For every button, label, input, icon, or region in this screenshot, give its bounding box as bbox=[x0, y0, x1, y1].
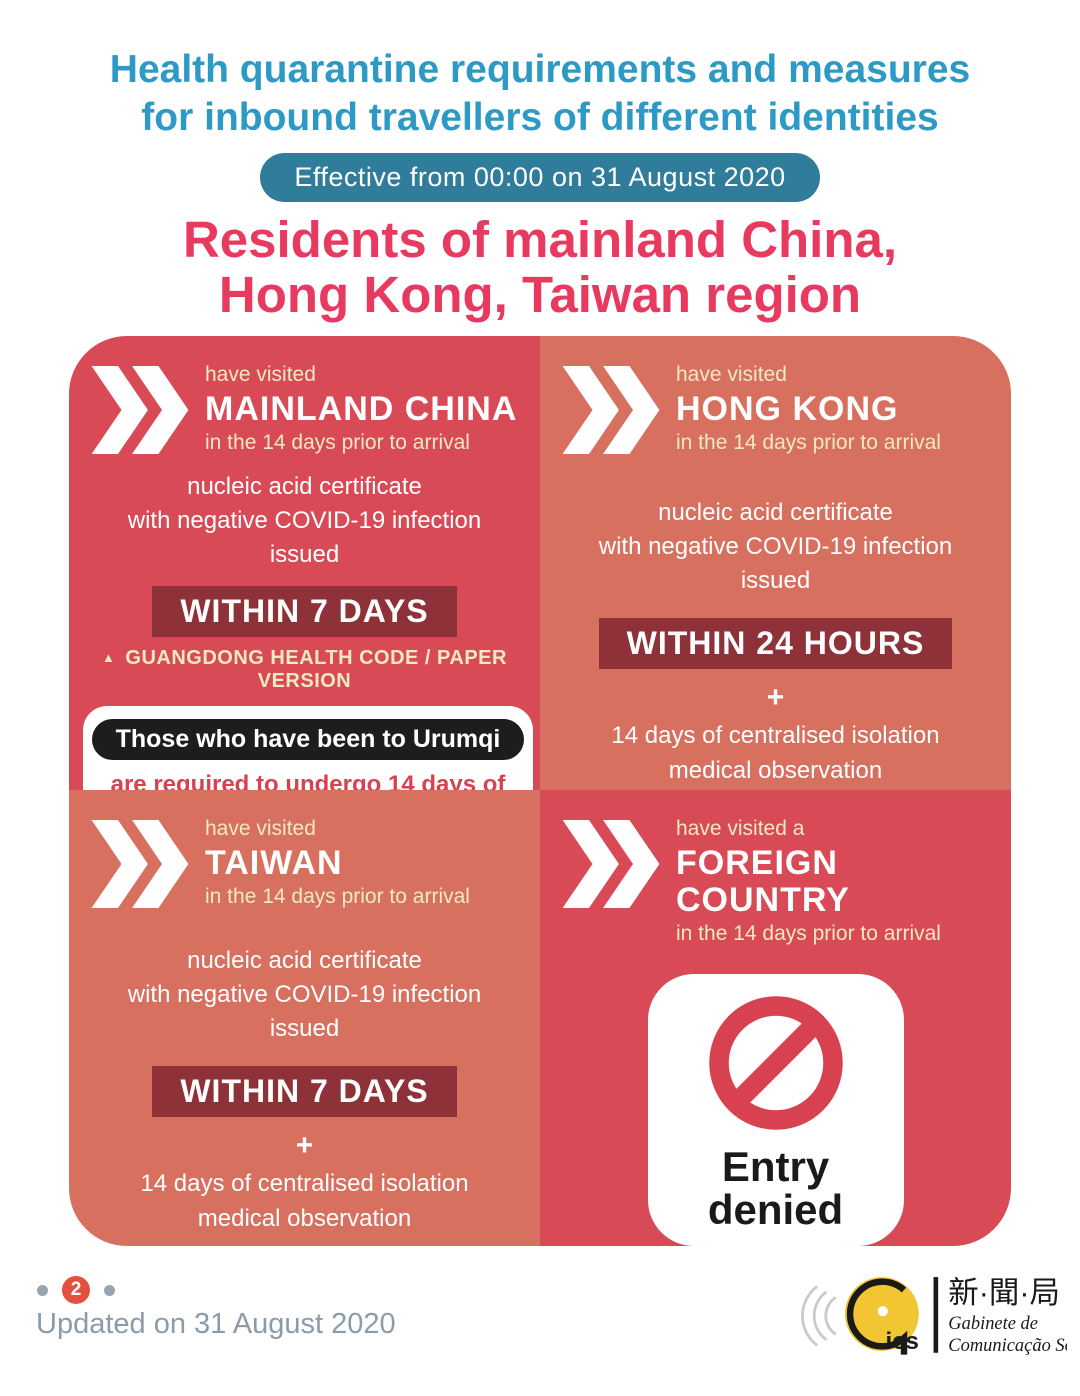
urumqi-pill: Those who have been to Urumqi bbox=[91, 719, 525, 761]
page-title: Health quarantine requirements and measu… bbox=[0, 46, 1080, 141]
place-name: TAIWAN bbox=[205, 843, 343, 882]
card-hong-kong-header: have visited HONG KONG in the 14 days pr… bbox=[554, 362, 997, 456]
audience-heading-line1: Residents of mainland China, bbox=[182, 211, 898, 269]
card-taiwan: have visited TAIWAN in the 14 days prior… bbox=[69, 790, 540, 1247]
plus-sign: + bbox=[295, 1129, 314, 1163]
visited-suffix: in the 14 days prior to arrival bbox=[205, 884, 470, 908]
page-title-line2: for inbound travellers of different iden… bbox=[141, 95, 939, 139]
page-dot bbox=[104, 1284, 115, 1296]
visited-suffix: in the 14 days prior to arrival bbox=[205, 430, 470, 454]
visited-prefix: have visited bbox=[205, 817, 316, 841]
infographic-page: Health quarantine requirements and measu… bbox=[0, 46, 1080, 1396]
within-days-badge: WITHIN 7 DAYS bbox=[152, 586, 457, 638]
plus-sign: + bbox=[766, 681, 785, 715]
isolation-text: 14 days of centralised isolation medical… bbox=[611, 722, 940, 784]
card-foreign-country-header: have visited a FOREIGN COUNTRY in the 14… bbox=[554, 816, 997, 947]
logo-portuguese-line1: Gabinete de bbox=[948, 1313, 1038, 1333]
visited-prefix: have visited bbox=[205, 363, 316, 387]
updated-date: Updated on 31 August 2020 bbox=[36, 1308, 396, 1341]
logo-g-curve bbox=[846, 1278, 908, 1355]
audience-heading-line2: Hong Kong, Taiwan region bbox=[218, 266, 862, 324]
health-code-note: ▲ GUANGDONG HEALTH CODE / PAPER VERSION bbox=[102, 647, 507, 693]
visited-prefix: have visited a bbox=[676, 817, 805, 841]
requirements-grid: have visited MAINLAND CHINA in the 14 da… bbox=[69, 336, 1011, 1247]
footer: 2 Updated on 31 August 2020 ics 新·聞·局 Ga… bbox=[0, 1262, 1080, 1368]
logo-wave-arc bbox=[812, 1291, 828, 1342]
entry-denied-box: Entry denied bbox=[647, 973, 904, 1246]
effective-date-banner: Effective from 00:00 on 31 August 2020 bbox=[260, 153, 820, 203]
double-chevron-icon bbox=[91, 366, 189, 455]
logo-portuguese-line2: Comunicação Social bbox=[948, 1335, 1067, 1355]
card-hong-kong: have visited HONG KONG in the 14 days pr… bbox=[540, 336, 1011, 791]
logo-chinese-name: 新·聞·局 bbox=[948, 1276, 1060, 1310]
card-mainland-china: have visited MAINLAND CHINA in the 14 da… bbox=[69, 336, 540, 880]
page-title-line1: Health quarantine requirements and measu… bbox=[109, 48, 971, 91]
requirement-text: nucleic acid certificate with negative C… bbox=[127, 473, 482, 569]
card-taiwan-header: have visited TAIWAN in the 14 days prior… bbox=[83, 816, 526, 910]
effective-banner-wrap: Effective from 00:00 on 31 August 2020 bbox=[0, 153, 1080, 203]
visited-suffix: in the 14 days prior to arrival bbox=[676, 922, 941, 946]
logo-center-dot bbox=[877, 1306, 888, 1317]
current-page-badge: 2 bbox=[62, 1276, 90, 1305]
gcs-logo: ics 新·聞·局 Gabinete de Comunicação Social bbox=[801, 1276, 1067, 1355]
double-chevron-icon bbox=[562, 820, 660, 909]
page-indicator: 2 bbox=[37, 1276, 115, 1305]
entry-denied-label: Entry denied bbox=[707, 1142, 844, 1233]
double-chevron-icon bbox=[91, 820, 189, 909]
logo-wave-arc bbox=[824, 1296, 837, 1336]
visited-suffix: in the 14 days prior to arrival bbox=[676, 430, 941, 454]
triangle-marker-icon: ▲ bbox=[102, 650, 116, 666]
within-hours-badge: WITHIN 24 HOURS bbox=[598, 618, 953, 670]
logo-wave-arc bbox=[801, 1285, 819, 1347]
requirement-text: nucleic acid certificate with negative C… bbox=[598, 499, 953, 595]
requirement-text: nucleic acid certificate with negative C… bbox=[127, 947, 482, 1043]
place-name: MAINLAND CHINA bbox=[205, 389, 518, 428]
logo-acronym: ics bbox=[886, 1328, 919, 1355]
audience-heading: Residents of mainland China, Hong Kong, … bbox=[0, 212, 1080, 322]
card-foreign-country: have visited a FOREIGN COUNTRY in the 14… bbox=[540, 790, 1011, 1247]
place-name: FOREIGN COUNTRY bbox=[676, 843, 850, 919]
logo-divider bbox=[933, 1277, 939, 1354]
double-chevron-icon bbox=[562, 366, 660, 455]
within-days-badge: WITHIN 7 DAYS bbox=[152, 1066, 457, 1118]
page-dot bbox=[37, 1284, 48, 1296]
place-name: HONG KONG bbox=[676, 389, 899, 428]
prohibition-icon bbox=[708, 996, 843, 1130]
visited-prefix: have visited bbox=[676, 363, 787, 387]
isolation-text: 14 days of centralised isolation medical… bbox=[140, 1170, 469, 1232]
card-mainland-china-header: have visited MAINLAND CHINA in the 14 da… bbox=[83, 362, 526, 456]
